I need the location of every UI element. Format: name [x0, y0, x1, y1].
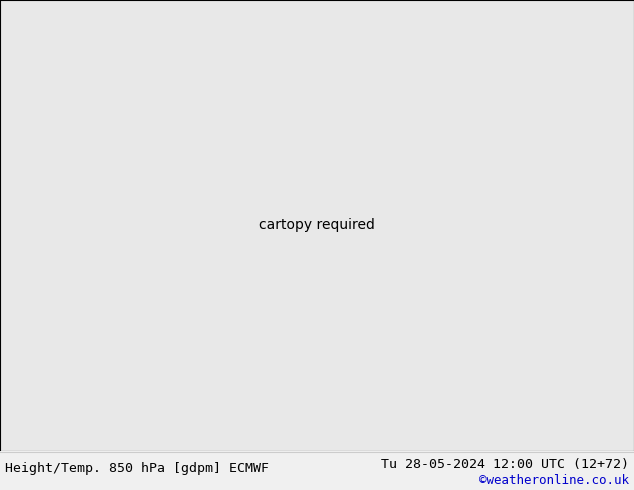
Text: cartopy required: cartopy required [259, 219, 375, 232]
Text: Height/Temp. 850 hPa [gdpm] ECMWF: Height/Temp. 850 hPa [gdpm] ECMWF [5, 462, 269, 475]
Text: Tu 28-05-2024 12:00 UTC (12+72): Tu 28-05-2024 12:00 UTC (12+72) [381, 458, 629, 471]
Text: ©weatheronline.co.uk: ©weatheronline.co.uk [479, 474, 629, 487]
